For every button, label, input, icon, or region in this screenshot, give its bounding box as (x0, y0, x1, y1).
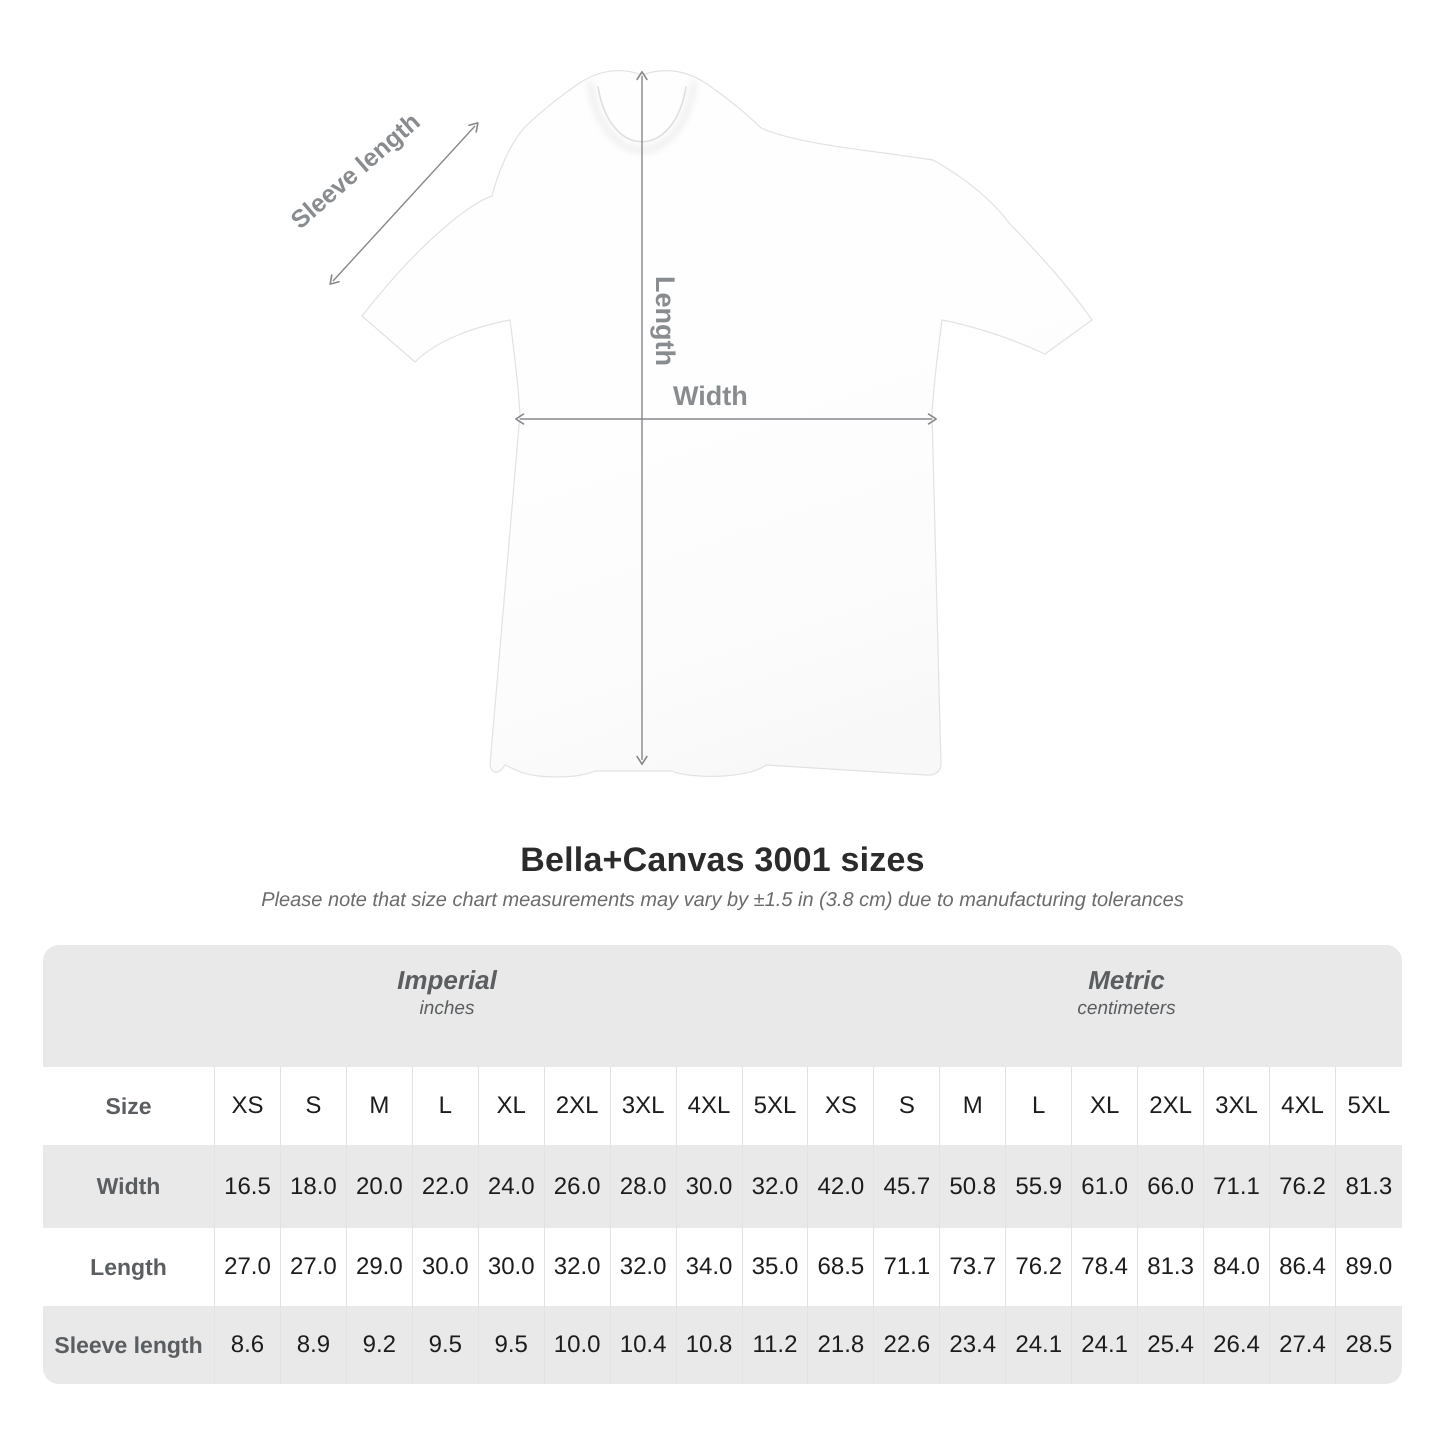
svg-text:Width: Width (673, 381, 748, 411)
svg-text:Sleeve length: Sleeve length (286, 108, 426, 235)
svg-text:Length: Length (650, 276, 680, 366)
